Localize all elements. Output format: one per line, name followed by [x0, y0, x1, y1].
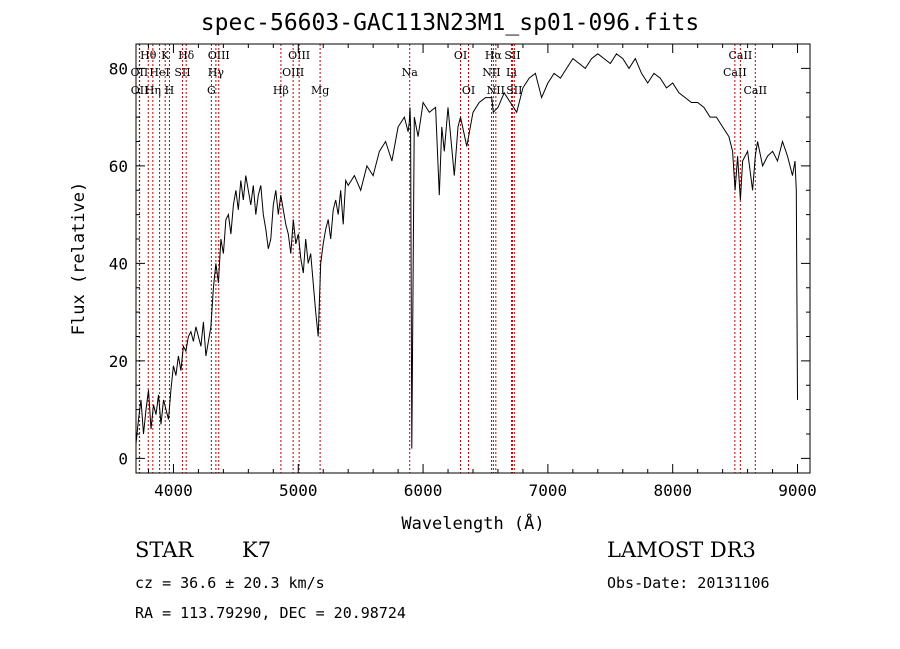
series-line-flux — [135, 53, 798, 449]
line-label-oii: OII — [131, 84, 149, 97]
line-label-nii: NII — [482, 66, 500, 79]
line-label-caii: CaII — [743, 84, 767, 97]
line-label-sii: SII — [506, 84, 522, 97]
line-label-oii: OII — [131, 66, 149, 79]
line-label-mg: Mg — [311, 84, 329, 97]
line-label-h: H — [165, 84, 175, 97]
line-label-li: Li — [506, 66, 517, 79]
spectral-line-labels: HθOIIOIIHηHeIKHSIIHδGHγOIIIHβOIIIOIIIMgN… — [131, 49, 768, 97]
x-axis-label: Wavelength (Å) — [401, 512, 544, 534]
line-label-oiii: OIII — [288, 49, 310, 62]
line-label-hθ: Hθ — [140, 49, 157, 62]
line-label-k: K — [161, 49, 170, 62]
y-tick-label: 80 — [109, 59, 128, 78]
line-label-oi: OI — [462, 84, 475, 97]
y-tick-label: 20 — [109, 352, 128, 371]
line-label-hδ: Hδ — [178, 49, 195, 62]
object-class: STAR — [135, 538, 194, 562]
line-label-hη: Hη — [145, 84, 161, 97]
line-label-caii: CaII — [723, 66, 747, 79]
line-label-hα: Hα — [485, 49, 503, 62]
line-label-caii: CaII — [729, 49, 753, 62]
x-tick-label: 5000 — [279, 481, 318, 500]
y-tick-label: 40 — [109, 254, 128, 273]
x-tick-label: 9000 — [778, 481, 817, 500]
object-subclass: K7 — [242, 538, 272, 562]
line-label-g: G — [207, 84, 216, 97]
line-label-hei: HeI — [149, 66, 169, 79]
y-tick-label: 60 — [109, 157, 128, 176]
line-label-na: Na — [402, 66, 419, 79]
line-label-sii: SII — [174, 66, 190, 79]
line-label-oiii: OIII — [282, 66, 304, 79]
plot-frame — [135, 43, 811, 474]
line-label-sii: SII — [504, 49, 520, 62]
line-label-nii: NII — [487, 84, 505, 97]
line-label-hβ: Hβ — [273, 84, 289, 97]
observation-date: Obs-Date: 20131106 — [607, 574, 770, 592]
x-tick-label: 8000 — [653, 481, 692, 500]
y-axis-label: Flux (relative) — [69, 182, 89, 336]
line-label-oi: OI — [454, 49, 467, 62]
line-label-oiii: OIII — [208, 49, 230, 62]
line-label-hγ: Hγ — [208, 66, 225, 79]
redshift-velocity: cz = 36.6 ± 20.3 km/s — [135, 574, 325, 592]
survey-name: LAMOST DR3 — [607, 538, 756, 562]
chart-title: spec-56603-GAC113N23M1_sp01-096.fits — [200, 10, 700, 36]
axis-ticks: 4000 5000 6000 7000 8000 9000 0 20 40 60 80 — [109, 44, 817, 500]
y-tick-label: 0 — [118, 449, 128, 468]
spectral-line-markers — [138, 44, 756, 473]
x-tick-label: 6000 — [404, 481, 443, 500]
x-tick-label: 7000 — [529, 481, 568, 500]
coordinates: RA = 113.79290, DEC = 20.98724 — [135, 604, 406, 622]
x-tick-label: 4000 — [154, 481, 193, 500]
